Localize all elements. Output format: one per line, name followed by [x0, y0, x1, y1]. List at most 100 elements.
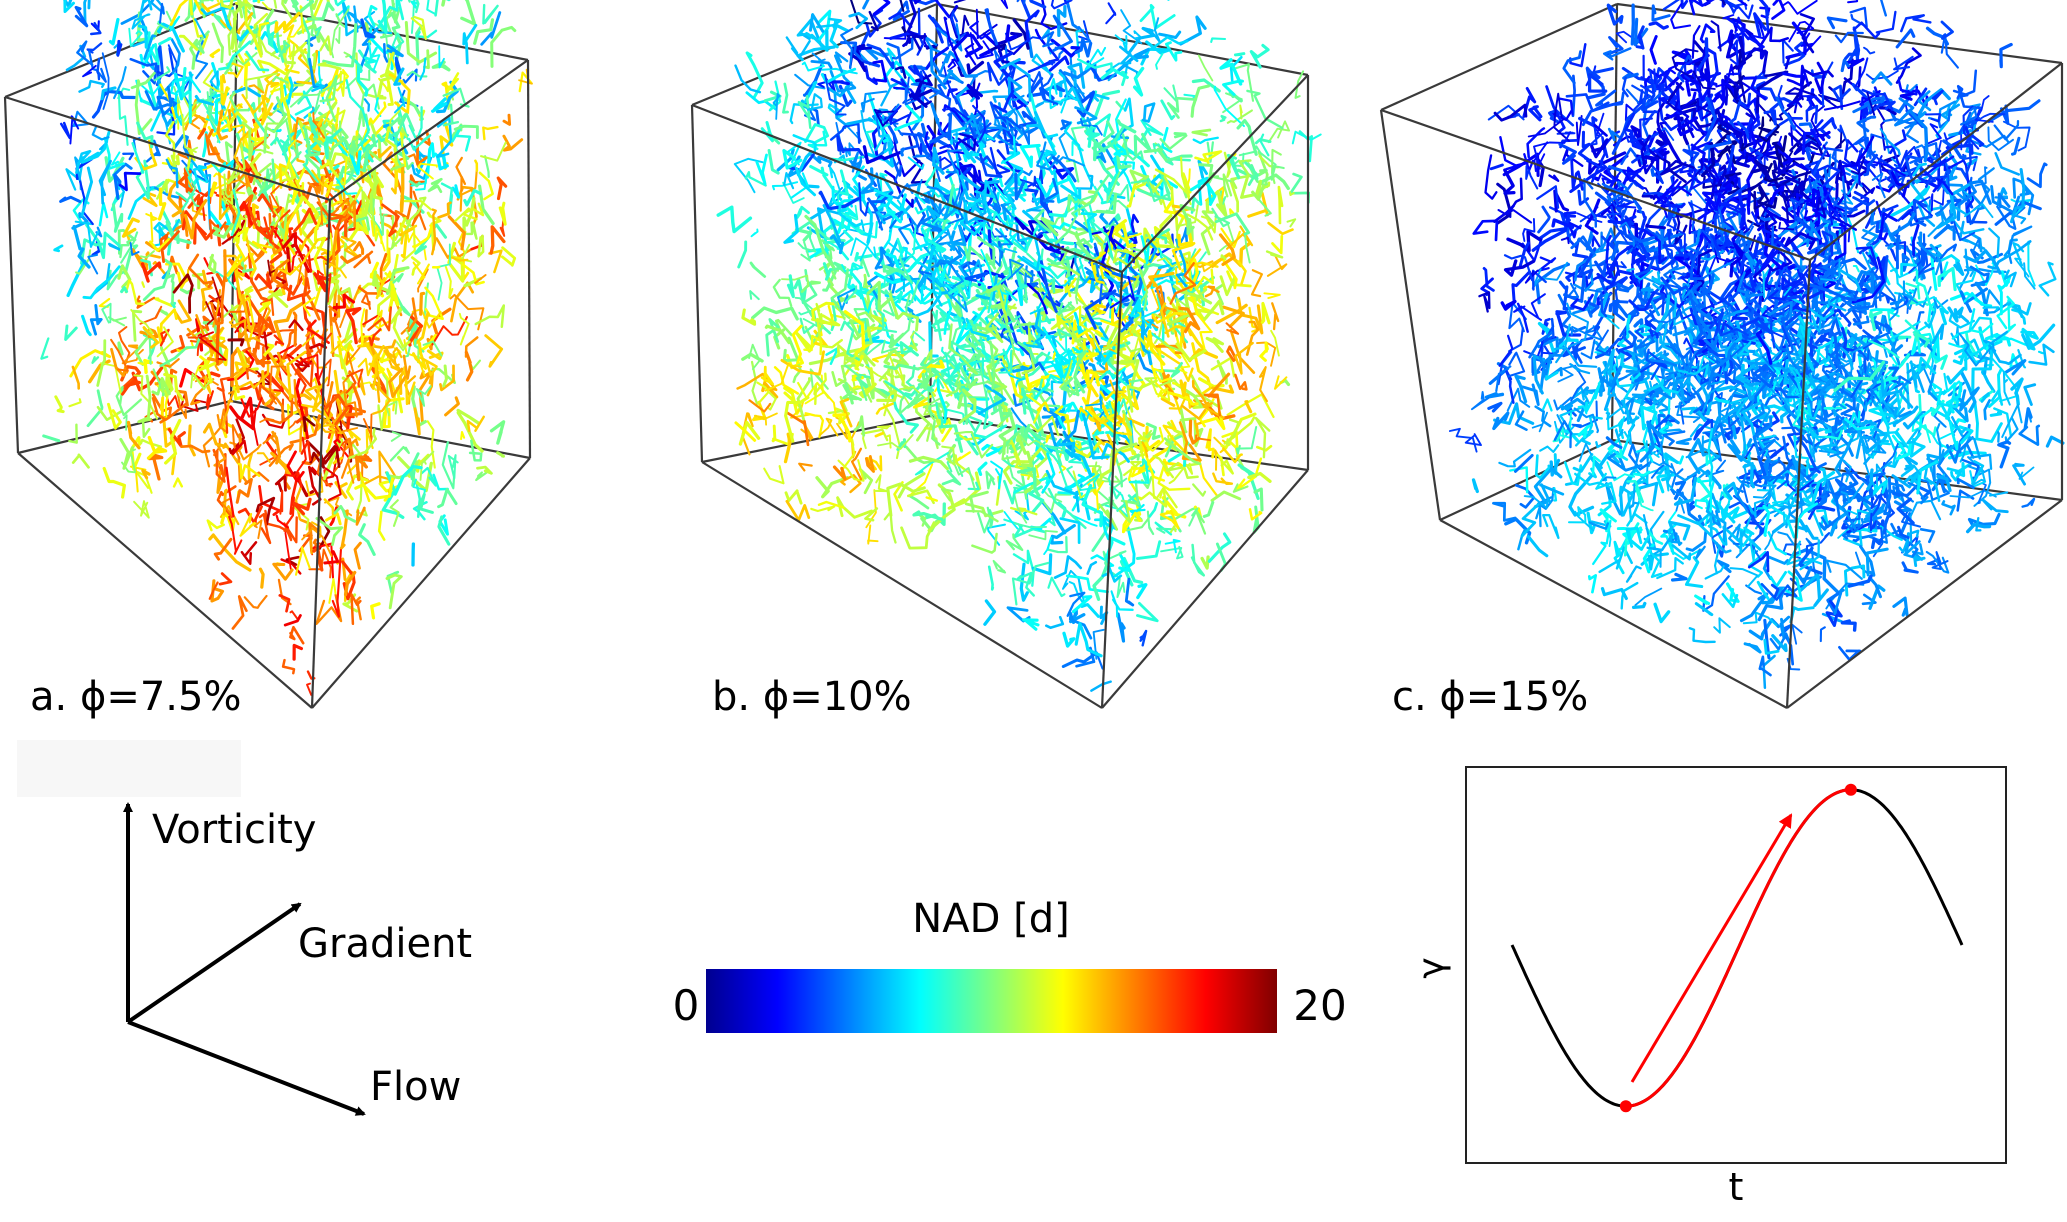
filament	[1880, 204, 1899, 214]
filament	[1914, 88, 1951, 121]
filament	[360, 18, 376, 39]
filament	[945, 373, 970, 392]
filament	[1048, 222, 1078, 230]
filament	[145, 139, 161, 163]
filament	[1133, 30, 1142, 40]
filament	[1753, 12, 1767, 37]
filament	[432, 473, 449, 491]
filament	[917, 122, 930, 159]
filament	[843, 310, 866, 350]
filament	[1049, 175, 1078, 218]
filament	[1179, 204, 1196, 236]
filament	[1189, 179, 1217, 206]
filament	[1232, 483, 1249, 493]
filament	[745, 51, 764, 100]
filament	[1996, 431, 2000, 443]
filament	[1513, 453, 1534, 473]
filament	[858, 182, 869, 217]
filament	[959, 142, 977, 164]
filament	[389, 113, 407, 127]
filament	[866, 280, 892, 311]
filament	[415, 328, 422, 339]
filament	[1047, 487, 1087, 530]
filament	[832, 465, 847, 481]
filament	[1640, 552, 1669, 571]
filament	[1498, 448, 1532, 468]
filament	[285, 243, 296, 274]
filament	[1171, 241, 1196, 271]
filament	[1625, 565, 1642, 583]
filament	[1045, 133, 1059, 155]
filament	[316, 201, 346, 221]
filament	[455, 156, 467, 192]
filament	[1763, 311, 1784, 327]
filament	[1062, 631, 1076, 648]
filament	[1266, 254, 1288, 277]
filament	[1947, 381, 1965, 397]
filament	[312, 546, 324, 572]
filament	[281, 658, 296, 675]
filament	[1759, 26, 1789, 47]
filament	[1169, 262, 1197, 305]
filament	[899, 132, 922, 151]
filament	[838, 204, 864, 228]
filament	[943, 188, 967, 220]
filament	[165, 273, 175, 305]
filament	[158, 308, 169, 316]
filament	[96, 339, 107, 387]
filament	[1014, 216, 1034, 236]
filament	[950, 362, 961, 377]
filament	[1104, 290, 1125, 319]
filament	[379, 206, 388, 236]
filament	[1752, 279, 1763, 314]
filament	[59, 121, 71, 140]
filament	[797, 226, 817, 253]
filament	[227, 338, 245, 347]
filament	[987, 268, 1012, 314]
filament	[353, 241, 365, 255]
filament	[1060, 92, 1078, 114]
filament	[1105, 2, 1117, 25]
filament	[1052, 156, 1077, 183]
filament	[1015, 435, 1027, 455]
filament	[1835, 159, 1853, 186]
filament	[749, 261, 767, 278]
filament	[1069, 608, 1086, 625]
filament	[283, 207, 303, 256]
filament	[932, 146, 945, 175]
filament	[872, 59, 888, 83]
filament	[899, 341, 919, 357]
filament	[1237, 260, 1247, 285]
filament	[390, 431, 402, 442]
filament	[1066, 591, 1086, 617]
filament	[1041, 493, 1072, 514]
filament	[922, 358, 935, 369]
filament	[415, 385, 432, 407]
filament	[175, 385, 187, 419]
filament	[1079, 118, 1103, 136]
filament	[324, 358, 332, 387]
filament	[1956, 85, 1982, 110]
filament	[1846, 533, 1877, 539]
filament	[1086, 372, 1107, 389]
filament	[989, 146, 1011, 175]
filament	[111, 203, 124, 233]
filament	[328, 578, 337, 604]
filament	[332, 229, 338, 309]
filament	[121, 379, 142, 396]
filament	[801, 58, 825, 72]
filament	[1810, 69, 1827, 79]
filament	[1943, 131, 1963, 156]
filament	[1143, 147, 1168, 162]
filament	[1872, 280, 1885, 309]
filament	[1930, 256, 1938, 291]
filament	[1542, 513, 1560, 540]
filament	[909, 65, 928, 71]
filament	[1179, 306, 1201, 334]
filament	[82, 265, 121, 300]
filament	[348, 54, 363, 72]
filament	[393, 464, 423, 496]
filament	[1045, 469, 1076, 495]
filament	[285, 118, 300, 159]
filament	[927, 385, 938, 421]
